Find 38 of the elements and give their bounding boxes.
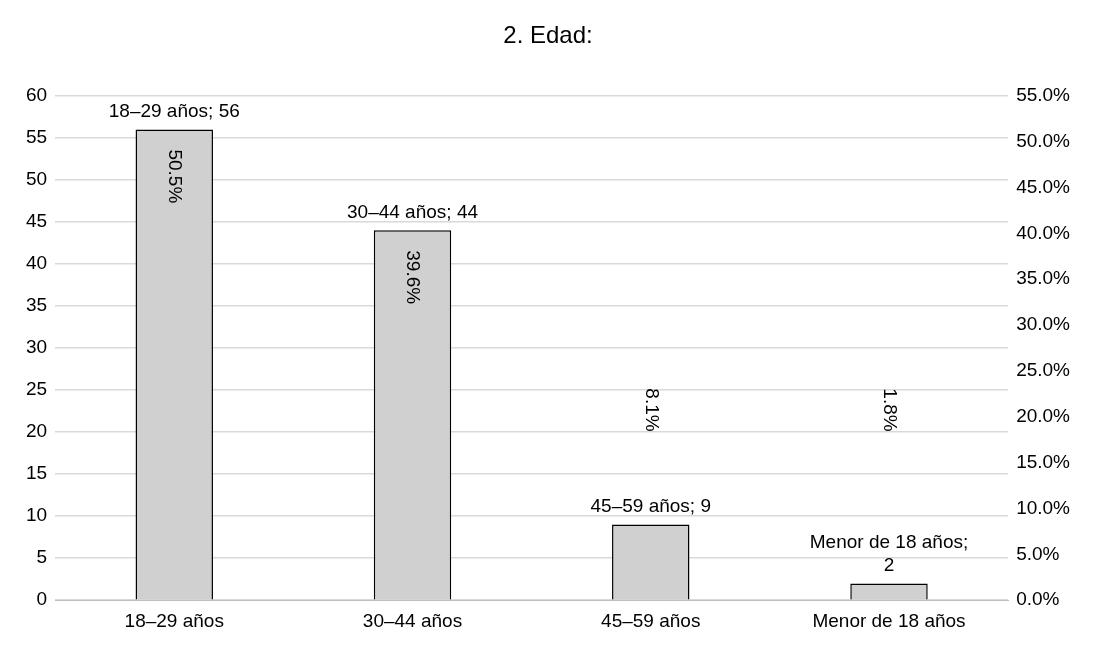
x-tick-label: 18–29 años [124, 609, 224, 631]
y-tick-label: 30 [25, 336, 48, 358]
y-tick-label: 20 [25, 420, 48, 442]
data-label: 45–59 años; 9 [590, 495, 711, 517]
y-tick-label: 45 [25, 210, 48, 232]
data-label: Menor de 18 años; 2 [809, 531, 969, 576]
annotation: 1.8% [879, 388, 901, 432]
y2-tick-label: 35.0% [1016, 267, 1071, 289]
annotation: 50.5% [165, 149, 187, 204]
y-tick-label: 10 [25, 504, 48, 526]
chart-title: 2. Edad: [503, 21, 593, 49]
y2-tick-label: 5.0% [1016, 542, 1060, 564]
y-tick-label: 55 [25, 126, 48, 148]
annotation: 39.6% [403, 250, 425, 305]
y-tick-label: 50 [25, 168, 48, 190]
y2-tick-label: 50.0% [1016, 129, 1071, 151]
y2-tick-label: 10.0% [1016, 496, 1071, 518]
y-tick-label: 0 [36, 588, 48, 610]
y2-tick-label: 25.0% [1016, 359, 1071, 381]
y2-tick-label: 20.0% [1016, 405, 1071, 427]
y-tick-label: 15 [25, 462, 48, 484]
annotation: 8.1% [641, 388, 663, 432]
y-tick-label: 25 [25, 378, 48, 400]
x-tick-label: 30–44 años [362, 609, 463, 631]
y2-tick-label: 40.0% [1016, 221, 1071, 243]
y2-tick-label: 30.0% [1016, 313, 1071, 335]
y-tick-label: 40 [25, 252, 48, 274]
y-tick-label: 60 [25, 84, 48, 106]
y2-tick-label: 55.0% [1016, 84, 1071, 106]
x-tick-label: 45–59 años [601, 609, 701, 631]
y2-tick-label: 0.0% [1016, 588, 1060, 610]
y2-tick-label: 15.0% [1016, 450, 1071, 472]
y2-tick-label: 45.0% [1016, 175, 1071, 197]
y-tick-label: 5 [36, 546, 48, 568]
x-tick-label: Menor de 18 años [812, 609, 966, 631]
data-label: 18–29 años; 56 [108, 100, 240, 122]
data-label: 30–44 años; 44 [347, 201, 479, 223]
y-tick-label: 35 [25, 294, 48, 316]
